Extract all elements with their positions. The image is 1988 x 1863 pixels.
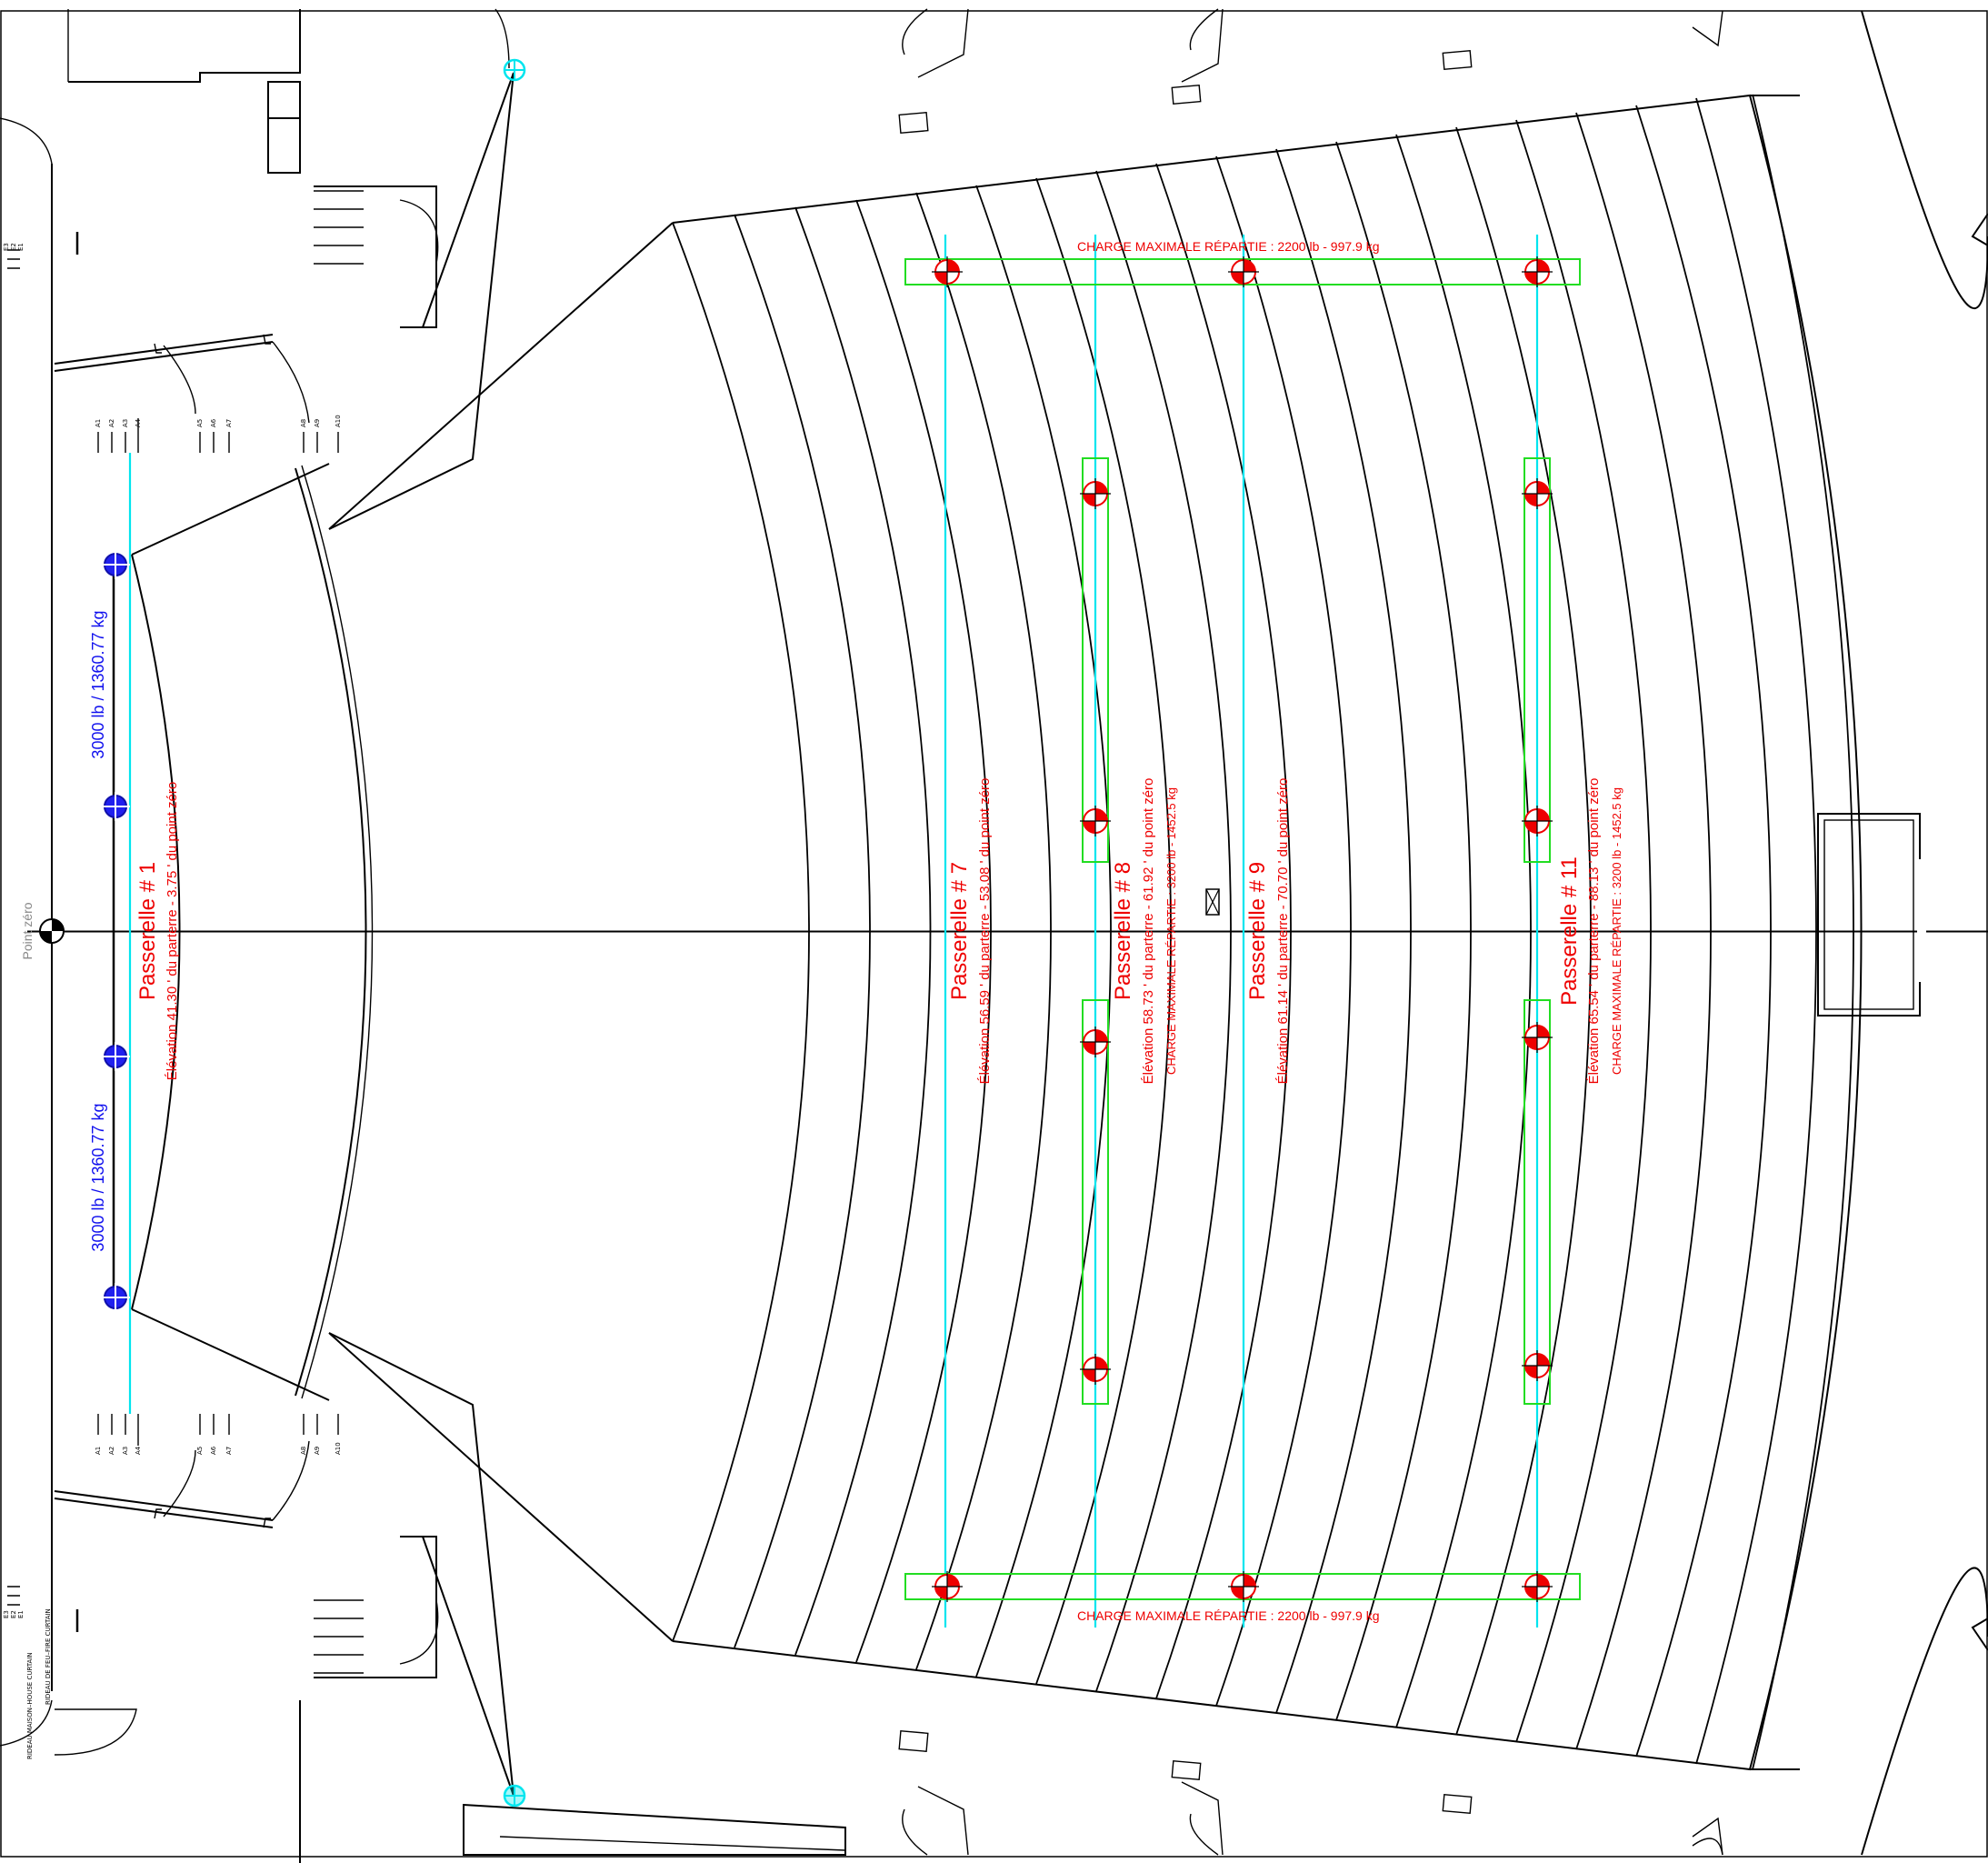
label-a5-top: A5 xyxy=(196,419,204,427)
label-a4-bottom: A4 xyxy=(135,1446,142,1455)
label-a3-bottom: A3 xyxy=(122,1447,129,1455)
load-lower-label: 3000 lb / 1360.77 kg xyxy=(89,1103,107,1251)
label-a9-bottom: A9 xyxy=(314,1447,321,1455)
label-e2-top: E2 xyxy=(10,243,17,251)
label-e2-bottom: E2 xyxy=(10,1610,17,1618)
passerelle-8-title: Passerelle # 8 xyxy=(1111,862,1135,1000)
passerelle-1-title: Passerelle # 1 xyxy=(135,862,160,1000)
charge-bottom-label: CHARGE MAXIMALE RÉPARTIE : 2200 lb - 997… xyxy=(1077,1608,1380,1623)
label-a1-top: A1 xyxy=(95,419,102,427)
label-a2-top: A2 xyxy=(108,419,115,427)
label-a10-bottom: A10 xyxy=(335,1442,342,1455)
stage-walls xyxy=(0,9,845,1863)
passerelle-7-elevation: Élévation 56.59 ' du parterre - 53.08 ' … xyxy=(977,778,993,1085)
label-e3-bottom: E3 xyxy=(3,1610,10,1618)
label-a5-bottom: A5 xyxy=(196,1447,204,1455)
passerelle-9-elevation: Élévation 61.14 ' du parterre - 70.70 ' … xyxy=(1275,778,1291,1085)
column-markers xyxy=(504,60,524,1806)
label-a7-bottom: A7 xyxy=(225,1447,233,1455)
label-a6-bottom: A6 xyxy=(210,1446,217,1455)
passerelle-1-elevation: Élévation 41.30 ' du parterre - 3.75 ' d… xyxy=(165,782,180,1080)
red-hoist-points xyxy=(932,256,1553,1602)
label-a9-top: A9 xyxy=(314,419,321,427)
label-a7-top: A7 xyxy=(225,419,233,427)
label-e1-top: E1 xyxy=(17,243,25,251)
charge-top-label: CHARGE MAXIMALE RÉPARTIE : 2200 lb - 997… xyxy=(1077,239,1380,254)
load-upper-label: 3000 lb / 1360.77 kg xyxy=(89,610,107,758)
auditorium-rows xyxy=(673,11,1988,1855)
passerelle-8-elevation: Élévation 58.73 ' du parterre - 61.92 ' … xyxy=(1141,778,1156,1085)
label-a8-top: A8 xyxy=(300,419,307,427)
passerelle-8-charge: CHARGE MAXIMALE RÉPARTIE : 3200 lb - 145… xyxy=(1164,787,1178,1075)
label-a3-top: A3 xyxy=(122,419,129,427)
label-a6-top: A6 xyxy=(210,418,217,427)
label-e3-top: E3 xyxy=(3,243,10,251)
control-booth xyxy=(1818,814,1926,1016)
label-a10-top: A10 xyxy=(335,415,342,427)
label-e1-bottom: E1 xyxy=(17,1610,25,1618)
point-zero-symbol xyxy=(40,919,64,943)
label-a2-bottom: A2 xyxy=(108,1447,115,1455)
passerelle-11-title: Passerelle # 11 xyxy=(1557,856,1582,1006)
point-zero-label: Point zéro xyxy=(20,902,35,959)
label-a4-top: A4 xyxy=(135,418,142,427)
label-a1-bottom: A1 xyxy=(95,1447,102,1455)
center-marker xyxy=(1206,889,1219,915)
house-curtain-label: RIDEAU MAISON–HOUSE CURTAIN xyxy=(26,1652,34,1759)
passerelle-11-elevation: Élévation 65.54 ' du parterre - 88.13 ' … xyxy=(1586,778,1602,1085)
fire-curtain-label: RIDEAU DE FEU–FIRE CURTAIN xyxy=(45,1608,52,1705)
passerelle-7-title: Passerelle # 7 xyxy=(947,862,972,1000)
label-a8-bottom: A8 xyxy=(300,1447,307,1455)
passerelle-11-charge: CHARGE MAXIMALE RÉPARTIE : 3200 lb - 145… xyxy=(1610,787,1623,1075)
passerelle-9-title: Passerelle # 9 xyxy=(1245,862,1270,1000)
